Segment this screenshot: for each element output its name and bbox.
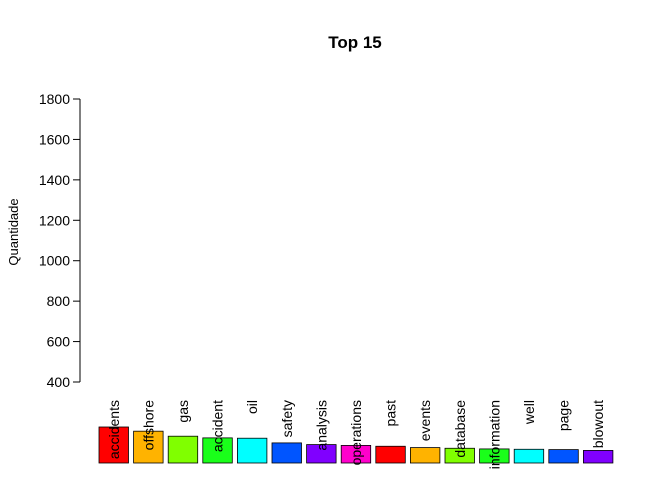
bar xyxy=(375,445,406,464)
bar-label: accidents xyxy=(106,400,122,459)
chart-title: Top 15 xyxy=(328,33,382,52)
bar xyxy=(340,445,372,464)
bar-label: operations xyxy=(348,400,364,465)
bar-label: database xyxy=(452,400,468,458)
bar-label: blowout xyxy=(590,400,606,448)
y-tick-label: 1000 xyxy=(39,253,70,269)
bar xyxy=(98,426,129,464)
bar-label: accident xyxy=(210,400,226,452)
bar xyxy=(306,444,337,464)
bar-label: well xyxy=(521,400,537,425)
bar xyxy=(167,435,199,464)
bar xyxy=(409,447,441,464)
y-tick-label: 1600 xyxy=(39,131,70,147)
bar xyxy=(583,450,614,464)
bar xyxy=(479,448,510,464)
y-tick-label: 600 xyxy=(47,334,71,350)
y-tick-label: 1400 xyxy=(39,172,70,188)
bar-label: gas xyxy=(175,400,191,423)
bar-label: events xyxy=(417,400,433,441)
bar-label: page xyxy=(556,400,572,431)
y-tick-label: 1800 xyxy=(39,91,70,107)
bar-label: oil xyxy=(244,400,260,414)
bar xyxy=(271,442,302,464)
bar xyxy=(236,437,268,464)
bar-label: safety xyxy=(279,400,295,437)
y-axis-title: Quantidade xyxy=(6,198,21,265)
y-tick-label: 800 xyxy=(47,293,71,309)
y-tick-label: 400 xyxy=(47,374,71,390)
bar-labels-group: accidents offshore gas accident oil safety ana… xyxy=(106,400,606,469)
y-axis: 400 600 800 1000 1200 1400 1600 1800 xyxy=(39,91,81,390)
bar xyxy=(444,447,475,464)
bars-group xyxy=(98,426,614,464)
bar xyxy=(513,448,545,464)
bar xyxy=(133,430,164,464)
bar xyxy=(548,449,579,464)
y-tick-label: 1200 xyxy=(39,212,70,228)
bar-label: information xyxy=(486,400,502,469)
bar-label: past xyxy=(383,400,399,427)
bar-label: offshore xyxy=(140,400,156,451)
bar-label: analysis xyxy=(313,400,329,451)
bar xyxy=(202,437,233,464)
